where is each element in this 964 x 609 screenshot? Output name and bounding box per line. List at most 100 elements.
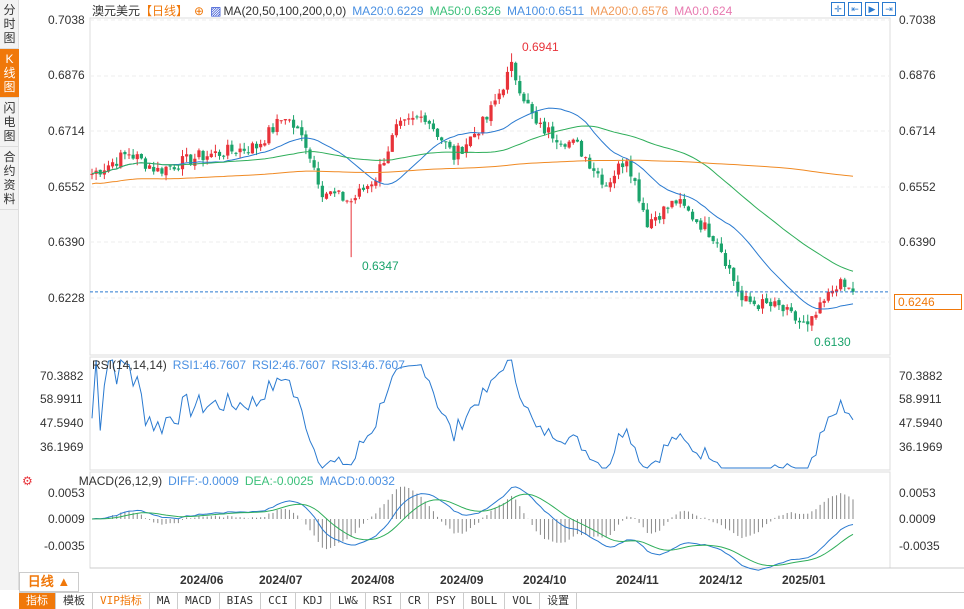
rsi-tick: 58.9911 bbox=[40, 392, 83, 406]
candle-body bbox=[514, 62, 518, 81]
candle-body bbox=[135, 154, 139, 160]
candle-body bbox=[793, 311, 798, 321]
macd-dea: DEA:-0.0025 bbox=[244, 474, 314, 488]
tab-kline[interactable]: K线图 bbox=[0, 49, 19, 98]
candle-body bbox=[156, 167, 160, 172]
candle-body bbox=[612, 175, 617, 184]
candle-body bbox=[604, 185, 608, 187]
candle-body bbox=[542, 121, 547, 134]
candle-body bbox=[176, 168, 180, 170]
price-tick-right: 0.6714 bbox=[899, 124, 936, 138]
candle-body bbox=[682, 199, 686, 206]
candle-body bbox=[592, 168, 596, 171]
candle-body bbox=[472, 133, 477, 138]
tab-contract-info[interactable]: 合约资料 bbox=[0, 147, 19, 210]
ma-chart-icon[interactable]: ▨ bbox=[210, 4, 222, 18]
candle-body bbox=[213, 151, 218, 153]
candle-body bbox=[625, 161, 629, 167]
period-tag: 【日线】 bbox=[140, 4, 189, 18]
candle-body bbox=[123, 151, 127, 155]
candle-body bbox=[271, 127, 275, 133]
chart-header: 澳元美元【日线】 ⊕ ▨ MA(20,50,100,200,0,0) MA20:0.62… bbox=[92, 2, 738, 19]
period-button[interactable]: 日线 ▲ bbox=[19, 572, 79, 592]
macd-tick-right: -0.0035 bbox=[899, 539, 940, 553]
tab-bias[interactable]: BIAS bbox=[220, 593, 262, 609]
zoom-in-icon[interactable]: ⇤ bbox=[848, 2, 862, 16]
candle-body bbox=[279, 120, 283, 122]
tab-kdj[interactable]: KDJ bbox=[296, 593, 331, 609]
tab-flash[interactable]: 闪电图 bbox=[0, 98, 19, 147]
panel-frame bbox=[89, 356, 891, 471]
candle-body bbox=[579, 140, 584, 157]
candle-body bbox=[769, 301, 773, 307]
candle-body bbox=[555, 140, 559, 143]
candle-body bbox=[686, 206, 691, 211]
chart-toolbar: ✛ ⇤ ▶ ⇥ bbox=[831, 2, 896, 16]
date-tick: 2024/08 bbox=[351, 573, 395, 587]
candle-body bbox=[366, 186, 370, 189]
candle-body bbox=[349, 201, 353, 203]
date-tick: 2024/09 bbox=[440, 573, 484, 587]
tab-psy[interactable]: PSY bbox=[429, 593, 464, 609]
tab-templates[interactable]: 模板 bbox=[56, 593, 93, 609]
candle-body bbox=[333, 191, 337, 194]
zoom-out-icon[interactable]: ▶ bbox=[865, 2, 879, 16]
candle-body bbox=[222, 155, 226, 157]
candle-body bbox=[719, 243, 723, 252]
candle-body bbox=[263, 143, 267, 146]
candle-body bbox=[464, 144, 468, 154]
candle-body bbox=[468, 136, 473, 147]
candle-body bbox=[851, 288, 855, 292]
candle-body bbox=[530, 104, 534, 114]
settings-gear-icon[interactable]: ⚙ bbox=[22, 474, 33, 488]
tab-macd[interactable]: MACD bbox=[178, 593, 220, 609]
candle-body bbox=[810, 316, 814, 326]
ma50-value: MA50:0.6326 bbox=[429, 4, 501, 18]
candle-body bbox=[489, 105, 493, 122]
sidebar: 分时图 K线图 闪电图 合约资料 bbox=[0, 0, 19, 590]
price-tick: 0.6876 bbox=[48, 68, 85, 82]
date-tick: 2024/10 bbox=[523, 573, 567, 587]
scroll-right-icon[interactable]: ⇥ bbox=[882, 2, 896, 16]
tab-cci[interactable]: CCI bbox=[261, 593, 296, 609]
candle-body bbox=[382, 163, 386, 166]
tab-settings[interactable]: 设置 bbox=[540, 593, 578, 609]
candle-body bbox=[361, 187, 366, 190]
tab-rsi[interactable]: RSI bbox=[366, 593, 401, 609]
candle-body bbox=[283, 119, 287, 121]
crosshair-tool-icon[interactable]: ✛ bbox=[831, 2, 845, 16]
candle-body bbox=[110, 162, 115, 167]
candle-body bbox=[600, 174, 604, 185]
price-tick-right: 0.6390 bbox=[899, 235, 936, 249]
candle-body bbox=[760, 299, 765, 309]
candle-body bbox=[386, 151, 390, 164]
crosshair-icon[interactable]: ⊕ bbox=[194, 4, 205, 18]
tab-vol[interactable]: VOL bbox=[505, 593, 541, 609]
candle-body bbox=[715, 242, 719, 244]
candle-body bbox=[707, 223, 711, 238]
candle-body bbox=[337, 190, 341, 192]
candle-body bbox=[440, 137, 444, 141]
rsi3-value: RSI3:46.7607 bbox=[331, 358, 405, 372]
tab-cr[interactable]: CR bbox=[401, 593, 429, 609]
candle-body bbox=[160, 168, 164, 174]
tab-lwr[interactable]: LW& bbox=[331, 593, 366, 609]
symbol-name: 澳元美元 bbox=[92, 4, 141, 18]
tab-indicators[interactable]: 指标 bbox=[19, 593, 56, 609]
candle-body bbox=[452, 145, 456, 160]
candle-body bbox=[723, 253, 728, 267]
candle-body bbox=[291, 119, 296, 128]
candle-body bbox=[477, 133, 481, 136]
candle-body bbox=[522, 93, 526, 102]
tab-vip-indicators[interactable]: VIP指标 bbox=[93, 593, 150, 609]
candle-body bbox=[744, 295, 748, 302]
candle-body bbox=[345, 200, 349, 202]
candle-body bbox=[732, 267, 736, 281]
candle-body bbox=[509, 61, 514, 71]
candle-body bbox=[641, 202, 645, 211]
candle-body bbox=[296, 126, 300, 129]
tab-ma[interactable]: MA bbox=[150, 593, 179, 609]
tab-boll[interactable]: BOLL bbox=[464, 593, 506, 609]
tab-timeshare[interactable]: 分时图 bbox=[0, 0, 19, 49]
